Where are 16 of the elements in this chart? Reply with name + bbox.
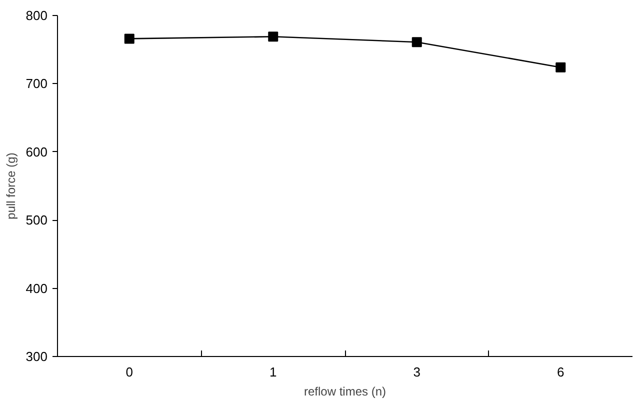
point <box>124 34 134 44</box>
y-tick-label: 800 <box>26 8 48 23</box>
point <box>556 62 566 72</box>
x-tick-label: 6 <box>557 364 564 380</box>
y-tick-label: 300 <box>26 349 48 364</box>
x-tick-label: 0 <box>126 364 133 380</box>
point <box>412 37 422 48</box>
y-axis-title: pull force (g) <box>4 152 18 220</box>
x-axis-title: reflow times (n) <box>304 384 386 398</box>
x-tick-label: 3 <box>413 364 420 380</box>
y-tick-label: 400 <box>26 280 48 296</box>
y-tick-label: 600 <box>26 144 48 160</box>
point <box>268 32 278 42</box>
y-tick-label: 700 <box>26 76 48 92</box>
x-tick-label: 1 <box>270 364 277 380</box>
y-tick-label: 500 <box>26 212 48 228</box>
